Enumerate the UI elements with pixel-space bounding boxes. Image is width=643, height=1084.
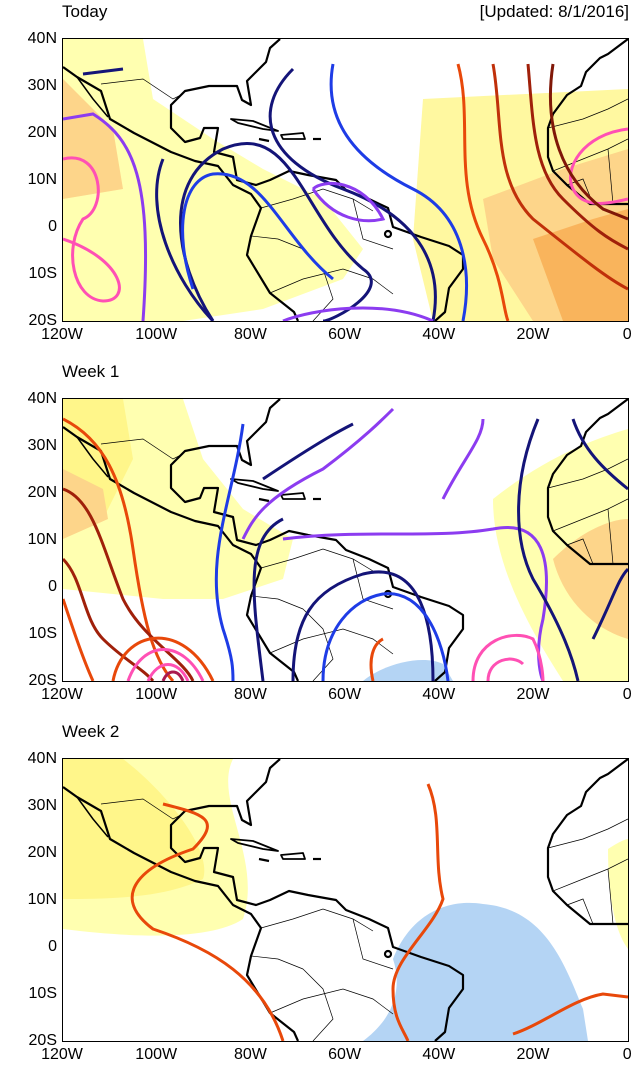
lat-tick-label: 10N bbox=[27, 171, 57, 188]
map-week-1 bbox=[62, 398, 629, 682]
lat-tick-label: 30N bbox=[27, 77, 57, 94]
contour-blue bbox=[181, 172, 334, 290]
lon-tick-label: 60W bbox=[328, 1046, 362, 1063]
lon-tick-label: 60W bbox=[328, 686, 362, 703]
contour-navy bbox=[571, 418, 628, 640]
lon-tick-label: 0 bbox=[622, 1046, 632, 1063]
contour-pink bbox=[471, 634, 545, 681]
contour-orange bbox=[391, 783, 445, 1041]
shading-yellow bbox=[608, 839, 628, 949]
contour-purple bbox=[63, 112, 148, 321]
lon-tick-label: 80W bbox=[233, 1046, 267, 1063]
contour-orange bbox=[369, 637, 384, 681]
lon-tick-label: 120W bbox=[41, 326, 83, 343]
lon-tick-label: 100W bbox=[135, 326, 178, 343]
lat-tick-label: 10S bbox=[28, 625, 57, 642]
contour-pink bbox=[568, 127, 628, 205]
contour-navy bbox=[291, 570, 435, 681]
contour-orange bbox=[130, 802, 285, 1041]
lon-tick-label: 120W bbox=[41, 1046, 83, 1063]
contour-dark-red bbox=[63, 487, 195, 681]
map-today bbox=[62, 38, 629, 322]
panel-title: Week 1 bbox=[62, 362, 120, 381]
lat-tick-label: 20N bbox=[27, 124, 57, 141]
lat-tick-label: 30N bbox=[27, 797, 57, 814]
contour-orange bbox=[456, 63, 510, 321]
map-week-2 bbox=[62, 758, 629, 1042]
lon-tick-label: 20W bbox=[516, 1046, 550, 1063]
lon-tick-label: 0 bbox=[622, 326, 632, 343]
contour-purple bbox=[282, 306, 434, 321]
contour-dark-red bbox=[526, 63, 628, 251]
lat-tick-label: 0 bbox=[48, 578, 57, 595]
lat-tick-label: 30N bbox=[27, 437, 57, 454]
contour-orange bbox=[512, 992, 628, 1036]
panel-title: Week 2 bbox=[62, 722, 120, 741]
contour-orange bbox=[63, 598, 215, 681]
contour-blue bbox=[321, 592, 450, 681]
contour-dark-red bbox=[63, 557, 155, 681]
lat-tick-label: 0 bbox=[48, 218, 57, 235]
lon-tick-label: 100W bbox=[135, 686, 178, 703]
contour-orange bbox=[63, 417, 175, 681]
lat-tick-label: 10N bbox=[27, 531, 57, 548]
contour-purple bbox=[241, 407, 395, 540]
lon-tick-label: 100W bbox=[135, 1046, 178, 1063]
contour-orange bbox=[491, 63, 628, 291]
lon-tick-label: 40W bbox=[422, 326, 456, 343]
shading-orange bbox=[63, 469, 108, 539]
lon-tick-label: 40W bbox=[422, 686, 456, 703]
contour-navy bbox=[179, 142, 373, 321]
lat-tick-label: 10N bbox=[27, 891, 57, 908]
lon-tick-label: 20W bbox=[516, 686, 550, 703]
shading-yellow bbox=[63, 39, 363, 321]
contour-pink bbox=[126, 648, 205, 681]
contour-navy bbox=[82, 67, 215, 321]
contour-blue bbox=[329, 63, 468, 321]
panel-week-2: Week 2 40N 30N 20N 10N 0 10S 20S 120W 100W 80W 60W… bbox=[0, 722, 643, 1082]
lat-tick-label: 40N bbox=[27, 30, 57, 47]
shading-orange bbox=[63, 79, 123, 199]
contour-purple bbox=[311, 182, 386, 223]
lat-tick-label: 20S bbox=[28, 672, 57, 689]
contour-maroon bbox=[161, 670, 185, 681]
contour-purple bbox=[441, 418, 485, 500]
lon-tick-label: 0 bbox=[622, 686, 632, 703]
panel-today: Today [Updated: 8/1/2016] bbox=[0, 2, 643, 362]
contour-navy bbox=[517, 418, 580, 681]
contour-dark-red bbox=[549, 63, 628, 221]
lat-tick-label: 0 bbox=[48, 938, 57, 955]
contour-navy bbox=[252, 422, 354, 681]
lat-tick-label: 20S bbox=[28, 312, 57, 329]
panel-title: Today bbox=[62, 2, 108, 21]
updated-label: [Updated: 8/1/2016] bbox=[479, 2, 629, 21]
lat-tick-label: 10S bbox=[28, 265, 57, 282]
lat-tick-label: 20N bbox=[27, 484, 57, 501]
lat-tick-label: 10S bbox=[28, 985, 57, 1002]
lon-tick-label: 60W bbox=[328, 326, 362, 343]
lon-tick-label: 120W bbox=[41, 686, 83, 703]
lat-tick-label: 40N bbox=[27, 750, 57, 767]
lon-tick-label: 40W bbox=[422, 1046, 456, 1063]
shading-blue bbox=[363, 660, 453, 681]
lon-tick-label: 20W bbox=[516, 326, 550, 343]
contour-navy bbox=[268, 67, 437, 321]
contour-pink bbox=[63, 156, 121, 303]
lat-tick-label: 40N bbox=[27, 390, 57, 407]
lon-tick-label: 80W bbox=[233, 326, 267, 343]
lat-tick-label: 20S bbox=[28, 1032, 57, 1049]
lon-tick-label: 80W bbox=[233, 686, 267, 703]
contour-blue bbox=[214, 423, 245, 681]
lat-tick-label: 20N bbox=[27, 844, 57, 861]
panel-week-1: Week 1 bbox=[0, 362, 643, 722]
shading-yellow bbox=[63, 759, 205, 899]
